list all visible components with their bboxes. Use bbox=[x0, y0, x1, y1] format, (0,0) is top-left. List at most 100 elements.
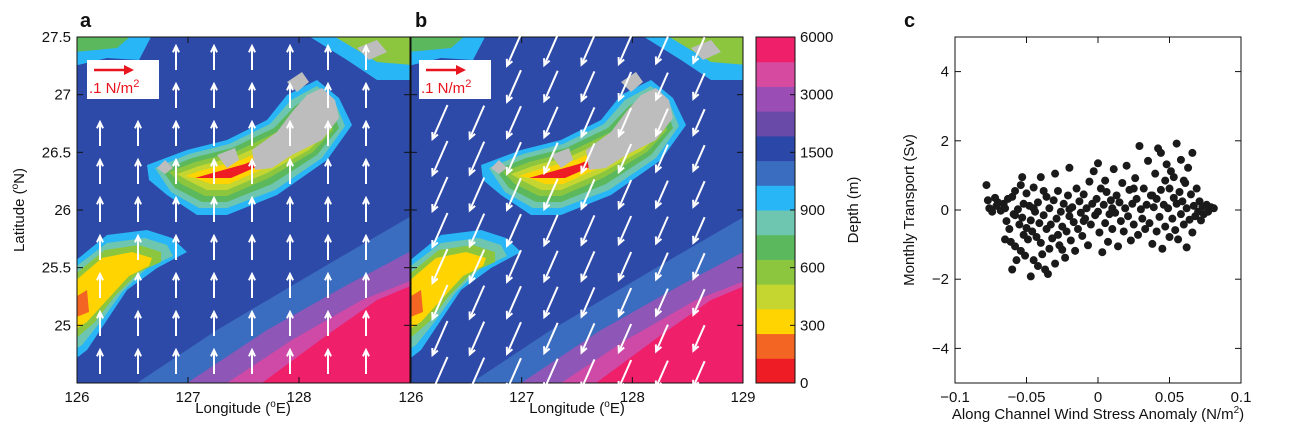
colorbar-swatch bbox=[756, 37, 795, 63]
wind-vector-head bbox=[505, 58, 514, 68]
wind-vector-head bbox=[468, 383, 476, 393]
wind-vector bbox=[655, 288, 669, 316]
wind-vector-head bbox=[286, 157, 294, 167]
panel-label-c: c bbox=[904, 10, 915, 32]
map-b-axes: 126 127 128 129 bbox=[398, 36, 756, 406]
wind-vector-head bbox=[543, 94, 551, 104]
wind-vector-head bbox=[617, 272, 625, 283]
scatter-point bbox=[1116, 217, 1125, 226]
colorbar-label: Depth (m) bbox=[845, 177, 862, 244]
scatter-point bbox=[1012, 256, 1021, 265]
scatter-point bbox=[1018, 173, 1027, 182]
scatter-point bbox=[1169, 173, 1178, 182]
wind-vector bbox=[431, 320, 449, 356]
scatter-points bbox=[982, 139, 1218, 281]
wind-vector bbox=[506, 33, 522, 67]
wind-vectors-a bbox=[96, 43, 370, 374]
wind-vector-head bbox=[654, 236, 663, 246]
wind-vector-head bbox=[172, 233, 180, 243]
wind-vector-head bbox=[617, 236, 625, 247]
wind-vector-head bbox=[654, 272, 663, 282]
wind-vector bbox=[431, 176, 449, 212]
scatter-point bbox=[1016, 181, 1025, 190]
wind-vector bbox=[692, 108, 706, 136]
wind-vector bbox=[431, 248, 449, 284]
scatter-point bbox=[1053, 230, 1062, 239]
wind-vector-head bbox=[172, 81, 180, 91]
scatter-point bbox=[1176, 155, 1185, 164]
scatter-point bbox=[1149, 203, 1158, 212]
wind-vector-head bbox=[286, 309, 294, 319]
wind-vector-head bbox=[543, 382, 551, 392]
wind-vector-head bbox=[431, 167, 439, 178]
wind-vector-head bbox=[580, 273, 588, 283]
wind-vector-head bbox=[172, 119, 180, 129]
scatter-point bbox=[1022, 189, 1031, 198]
map-panel-b: .1 N/m2 b 126 127 128 129 bbox=[398, 10, 755, 406]
wind-vector-head bbox=[362, 309, 370, 319]
scatter-point bbox=[1005, 225, 1014, 234]
wind-vector bbox=[655, 216, 669, 244]
wind-vector bbox=[506, 213, 522, 247]
wind-vector-head bbox=[286, 195, 294, 205]
colorbar-tick-label: 300 bbox=[800, 317, 825, 334]
scatter-point bbox=[1122, 161, 1131, 170]
wind-vector bbox=[506, 357, 522, 391]
colorbar-swatch bbox=[756, 61, 795, 87]
wind-vector-head bbox=[172, 43, 180, 53]
wind-vector-head bbox=[617, 308, 625, 319]
scatter-point bbox=[1141, 225, 1150, 234]
scatter-point bbox=[1098, 248, 1107, 257]
map-panel-a: .1 N/m2 a 126 127 128 27.5 27 26.5 26 25.5 25 bbox=[42, 10, 411, 406]
wind-vector-head bbox=[134, 119, 142, 129]
wind-vector-head bbox=[692, 379, 700, 389]
y-tick-label: 26.5 bbox=[42, 144, 71, 161]
scatter-point bbox=[988, 207, 997, 216]
wind-vector bbox=[431, 104, 449, 140]
scatter-point bbox=[1114, 242, 1123, 251]
map-a-axes: 126 127 128 27.5 27 26.5 26 25.5 25 bbox=[42, 29, 410, 406]
wind-vector-head bbox=[692, 163, 700, 173]
wind-vector-head bbox=[505, 130, 514, 140]
scatter-point bbox=[1172, 139, 1181, 148]
wind-vector-head bbox=[286, 43, 294, 53]
islet-top-right bbox=[357, 40, 387, 60]
map-ylabel: Latitude (oN) bbox=[10, 168, 28, 252]
wind-vector-head bbox=[505, 94, 514, 104]
wind-vector bbox=[617, 323, 633, 353]
wind-vector bbox=[617, 251, 633, 281]
scatter-panel-c: c −0.1 −0.05 0 0.05 0.1 4 2 0 −2 −4 Along Channel… bbox=[901, 10, 1251, 423]
scatter-point bbox=[1196, 216, 1205, 225]
wind-vector-head bbox=[210, 157, 218, 167]
scatter-point bbox=[1156, 185, 1165, 194]
wind-vector bbox=[543, 34, 559, 66]
colorbar-tick-label: 1500 bbox=[800, 144, 833, 161]
wind-vector-head bbox=[324, 195, 332, 205]
wind-vector-head bbox=[362, 81, 370, 91]
scatter-point bbox=[1131, 174, 1140, 183]
x-tick-label: 126 bbox=[64, 389, 89, 406]
scatter-point bbox=[1058, 245, 1067, 254]
scatter-point bbox=[1101, 219, 1110, 228]
colorbar-swatch bbox=[756, 185, 795, 211]
wind-vector-head bbox=[134, 195, 142, 205]
wind-vector bbox=[543, 106, 559, 138]
wind-vector bbox=[506, 141, 522, 175]
scatter-y-tick-label: −2 bbox=[932, 271, 949, 288]
wind-vector bbox=[468, 105, 486, 139]
wind-vector-head bbox=[543, 346, 551, 356]
wind-vector-head bbox=[505, 166, 514, 176]
scatter-point bbox=[1086, 220, 1095, 229]
wind-vector bbox=[692, 324, 706, 352]
scatter-point bbox=[1001, 204, 1010, 213]
wind-vector-head bbox=[248, 271, 256, 281]
scale-vector-a: .1 N/m2 bbox=[87, 60, 159, 99]
wind-vector-head bbox=[580, 129, 588, 139]
scatter-point bbox=[1033, 198, 1042, 207]
scatter-point bbox=[1162, 160, 1171, 169]
wind-vector-head bbox=[210, 271, 218, 281]
wind-vector-head bbox=[580, 237, 588, 247]
scatter-point bbox=[1142, 200, 1151, 209]
scatter-point bbox=[1158, 244, 1167, 253]
scatter-point bbox=[1188, 148, 1197, 157]
